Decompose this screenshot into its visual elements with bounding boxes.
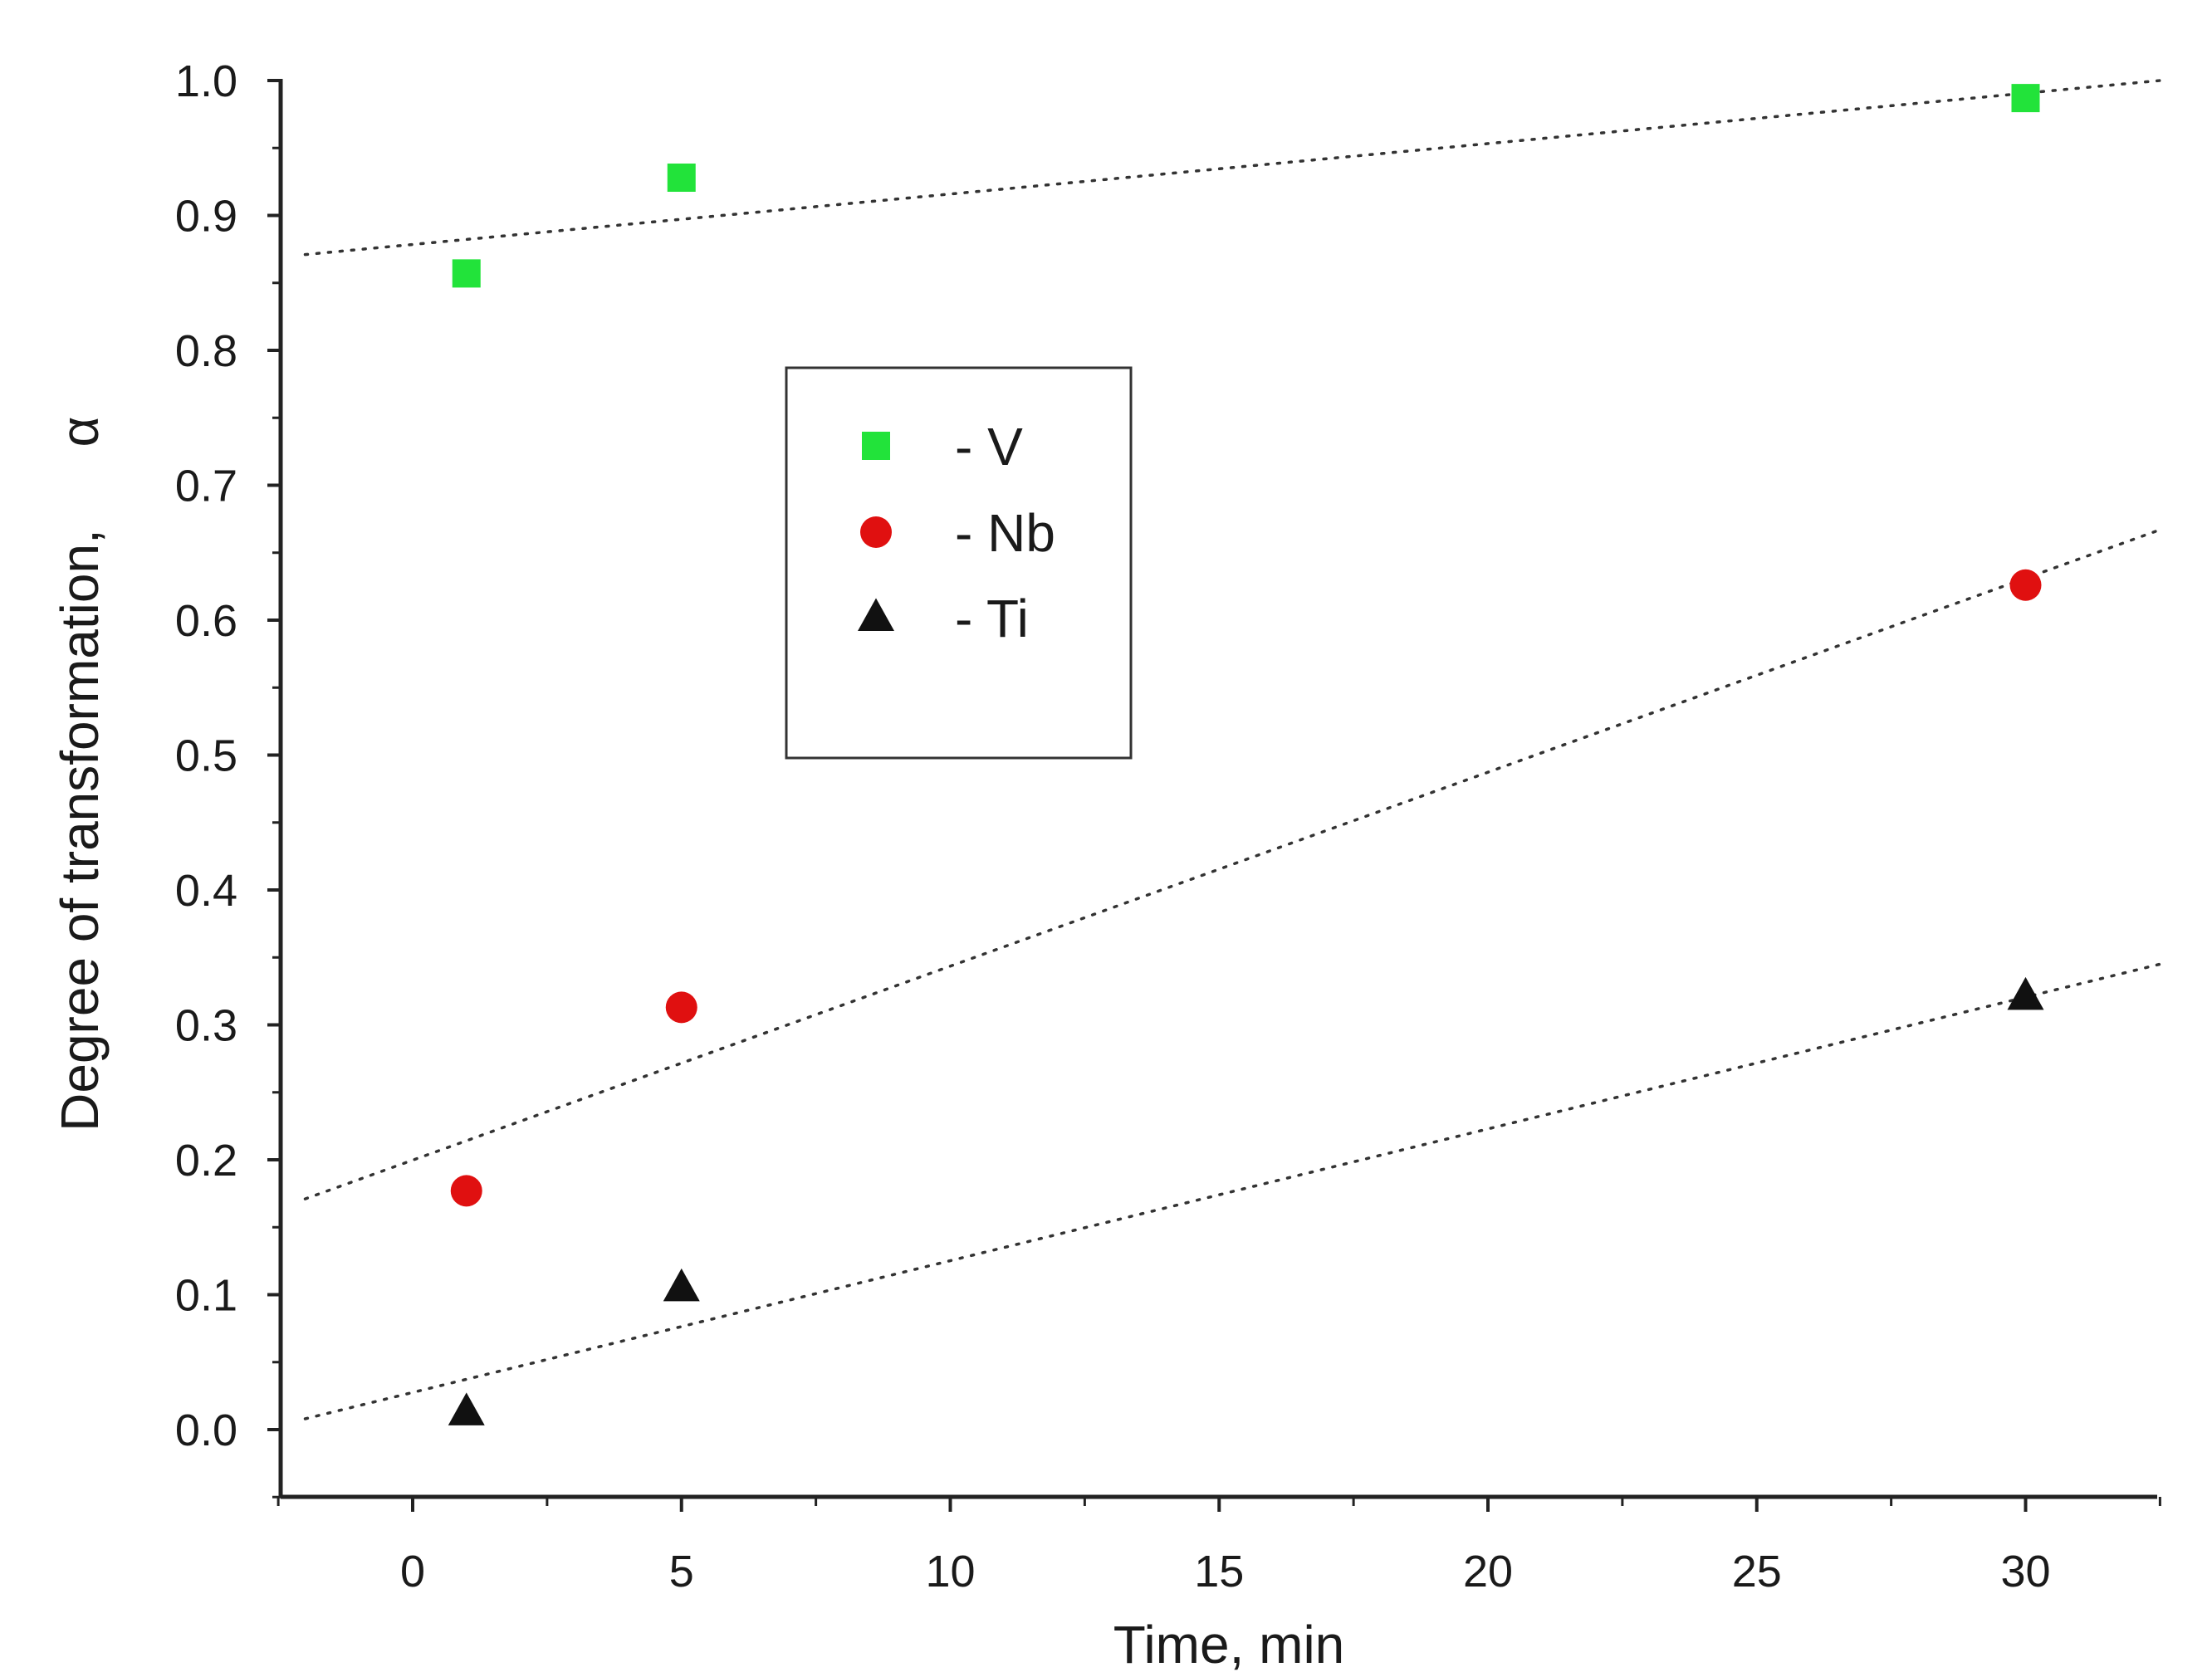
legend-box (785, 366, 1133, 760)
point-ti (448, 1392, 485, 1425)
x-tick-label: 30 (2000, 1547, 2050, 1596)
point-ti (2007, 976, 2044, 1010)
y-tick-label: 0.2 (175, 1136, 237, 1186)
legend-label-v: - V (955, 417, 1023, 477)
legend: - V - Nb - Ti (785, 366, 1133, 760)
point-ti (663, 1268, 700, 1302)
x-tick-label: 0 (400, 1547, 425, 1596)
legend-marker-nb (860, 516, 892, 548)
legend-marker-v (862, 432, 890, 460)
y-tick-label: 0.1 (175, 1271, 237, 1321)
y-tick-label: 0.7 (175, 462, 237, 511)
y-tick-label: 0.0 (175, 1406, 237, 1455)
x-tick-label: 10 (925, 1547, 975, 1596)
x-tick-label: 5 (669, 1547, 694, 1596)
legend-marker-ti (858, 598, 894, 631)
x-tick-label: 20 (1463, 1547, 1513, 1596)
point-nb (450, 1175, 482, 1207)
x-tick-label: 25 (1732, 1547, 1782, 1596)
trendlines (303, 79, 2162, 1420)
y-tick-label: 0.6 (175, 596, 237, 646)
y-tick-label: 0.4 (175, 866, 237, 916)
y-tick-label: 0.9 (175, 192, 237, 242)
point-v (2011, 84, 2040, 113)
ticks: 0.0 0.1 0.2 0.3 0.4 0.5 0.6 0.7 0.8 0.9 1.0 0 5 10 15 2… (175, 56, 2161, 1596)
y-tick-label: 1.0 (175, 56, 237, 106)
y-axis-symbol: α (50, 417, 110, 447)
legend-label-ti: - Ti (955, 589, 1029, 648)
legend-label-nb: - Nb (955, 503, 1055, 563)
y-tick-label: 0.8 (175, 326, 237, 376)
trendline-ti (303, 962, 2162, 1420)
y-tick-label: 0.3 (175, 1001, 237, 1051)
y-tick-label: 0.5 (175, 731, 237, 781)
point-v (667, 164, 696, 192)
trendline-v (303, 79, 2162, 257)
point-v (452, 259, 481, 288)
data-points (448, 84, 2044, 1425)
y-axis-title: Degree of transformation, (50, 529, 110, 1132)
point-nb (665, 991, 697, 1024)
trendline-nb (303, 528, 2162, 1200)
axes (278, 79, 2157, 1499)
point-nb (2009, 569, 2042, 601)
x-tick-label: 15 (1194, 1547, 1244, 1596)
x-axis-title: Time, min (1113, 1615, 1345, 1675)
